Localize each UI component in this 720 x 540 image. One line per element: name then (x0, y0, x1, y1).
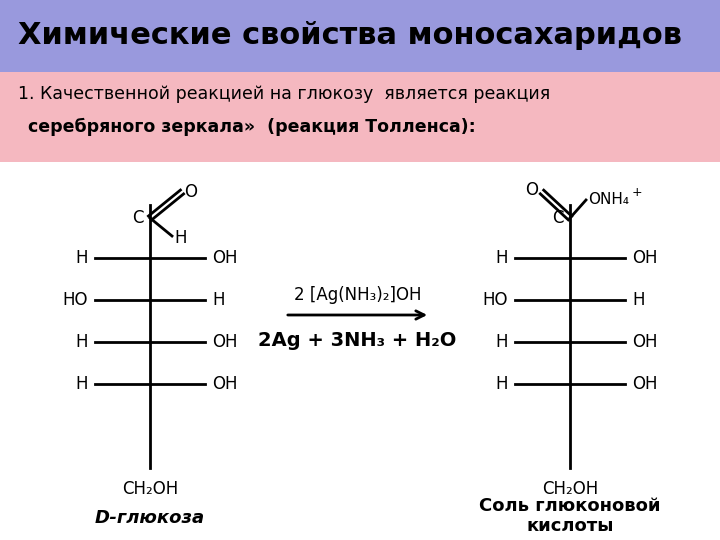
Text: OH: OH (632, 249, 657, 267)
Text: H: H (76, 333, 88, 351)
Text: HO: HO (482, 291, 508, 309)
Text: H: H (632, 291, 644, 309)
Text: серебряного зеркала»  (реакция Толленса):: серебряного зеркала» (реакция Толленса): (28, 118, 476, 136)
Text: OH: OH (212, 333, 238, 351)
Text: H: H (76, 375, 88, 393)
Text: Химические свойства моносахаридов: Химические свойства моносахаридов (18, 22, 682, 51)
Text: 1. Качественной реакцией на глюкозу  является реакция: 1. Качественной реакцией на глюкозу явля… (18, 85, 550, 103)
Text: Соль глюконовой: Соль глюконовой (480, 497, 661, 515)
Text: OH: OH (632, 333, 657, 351)
Text: OH: OH (632, 375, 657, 393)
Text: O: O (525, 181, 538, 199)
Bar (0, 0, 720, 72)
Text: кислоты: кислоты (526, 517, 613, 535)
Bar (0, 72, 720, 162)
Text: C: C (132, 209, 144, 227)
Text: H: H (212, 291, 225, 309)
Text: H: H (495, 249, 508, 267)
Text: ONH₄: ONH₄ (588, 192, 629, 207)
Text: C: C (552, 209, 564, 227)
Text: OH: OH (212, 249, 238, 267)
Text: 2 [Ag(NH₃)₂]OH: 2 [Ag(NH₃)₂]OH (294, 286, 421, 304)
Text: HO: HO (63, 291, 88, 309)
Text: 2Ag + 3NH₃ + H₂O: 2Ag + 3NH₃ + H₂O (258, 330, 456, 349)
Text: CH₂OH: CH₂OH (122, 480, 178, 498)
Text: D-глюкоза: D-глюкоза (95, 509, 205, 527)
Text: O: O (184, 183, 197, 201)
Text: H: H (174, 229, 186, 247)
Text: H: H (76, 249, 88, 267)
Text: +: + (632, 186, 643, 199)
Text: CH₂OH: CH₂OH (542, 480, 598, 498)
Bar (0, 162, 720, 540)
Text: H: H (495, 375, 508, 393)
Text: H: H (495, 333, 508, 351)
Text: OH: OH (212, 375, 238, 393)
